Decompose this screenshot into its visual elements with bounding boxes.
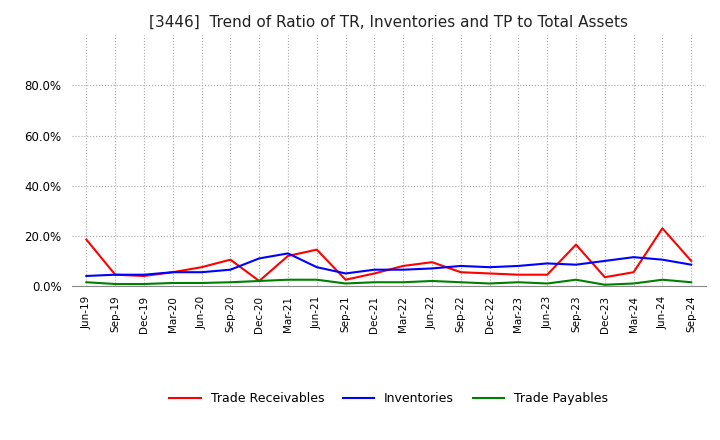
Trade Receivables [312, 247, 321, 252]
Trade Payables [370, 279, 379, 285]
Trade Receivables [600, 275, 609, 280]
Title: [3446]  Trend of Ratio of TR, Inventories and TP to Total Assets: [3446] Trend of Ratio of TR, Inventories… [149, 15, 629, 30]
Trade Payables [197, 280, 206, 286]
Inventories [600, 258, 609, 264]
Trade Receivables [543, 272, 552, 277]
Inventories [485, 264, 494, 270]
Trade Payables [82, 279, 91, 285]
Line: Trade Payables: Trade Payables [86, 280, 691, 285]
Trade Receivables [428, 260, 436, 265]
Inventories [370, 267, 379, 272]
Trade Payables [140, 281, 148, 286]
Inventories [572, 262, 580, 268]
Trade Receivables [658, 226, 667, 231]
Inventories [687, 262, 696, 268]
Trade Payables [111, 281, 120, 286]
Trade Payables [226, 279, 235, 285]
Trade Payables [284, 277, 292, 282]
Trade Payables [629, 281, 638, 286]
Trade Receivables [629, 270, 638, 275]
Trade Receivables [341, 277, 350, 282]
Trade Payables [168, 280, 177, 286]
Trade Payables [428, 279, 436, 284]
Trade Payables [341, 281, 350, 286]
Inventories [226, 267, 235, 272]
Inventories [543, 261, 552, 266]
Inventories [82, 273, 91, 279]
Trade Receivables [514, 272, 523, 277]
Inventories [140, 272, 148, 277]
Trade Receivables [197, 264, 206, 270]
Trade Receivables [399, 263, 408, 268]
Inventories [255, 256, 264, 261]
Trade Receivables [572, 242, 580, 247]
Trade Payables [312, 277, 321, 282]
Trade Receivables [226, 257, 235, 262]
Trade Receivables [284, 253, 292, 259]
Inventories [514, 263, 523, 268]
Trade Payables [572, 277, 580, 282]
Inventories [658, 257, 667, 262]
Trade Payables [687, 279, 696, 285]
Inventories [399, 267, 408, 272]
Trade Receivables [456, 270, 465, 275]
Trade Payables [543, 281, 552, 286]
Inventories [197, 270, 206, 275]
Trade Receivables [168, 270, 177, 275]
Inventories [341, 271, 350, 276]
Trade Payables [255, 279, 264, 284]
Line: Trade Receivables: Trade Receivables [86, 228, 691, 281]
Trade Payables [514, 279, 523, 285]
Trade Receivables [485, 271, 494, 276]
Inventories [168, 270, 177, 275]
Line: Inventories: Inventories [86, 253, 691, 276]
Trade Payables [399, 279, 408, 285]
Trade Payables [600, 282, 609, 287]
Inventories [284, 251, 292, 256]
Trade Receivables [687, 258, 696, 264]
Trade Payables [485, 281, 494, 286]
Trade Receivables [111, 272, 120, 277]
Inventories [111, 272, 120, 277]
Trade Receivables [82, 237, 91, 242]
Inventories [456, 263, 465, 268]
Trade Receivables [255, 279, 264, 284]
Inventories [629, 254, 638, 260]
Legend: Trade Receivables, Inventories, Trade Payables: Trade Receivables, Inventories, Trade Pa… [164, 387, 613, 410]
Inventories [428, 266, 436, 271]
Trade Receivables [140, 273, 148, 279]
Trade Payables [456, 279, 465, 285]
Trade Payables [658, 277, 667, 282]
Inventories [312, 264, 321, 270]
Trade Receivables [370, 271, 379, 276]
